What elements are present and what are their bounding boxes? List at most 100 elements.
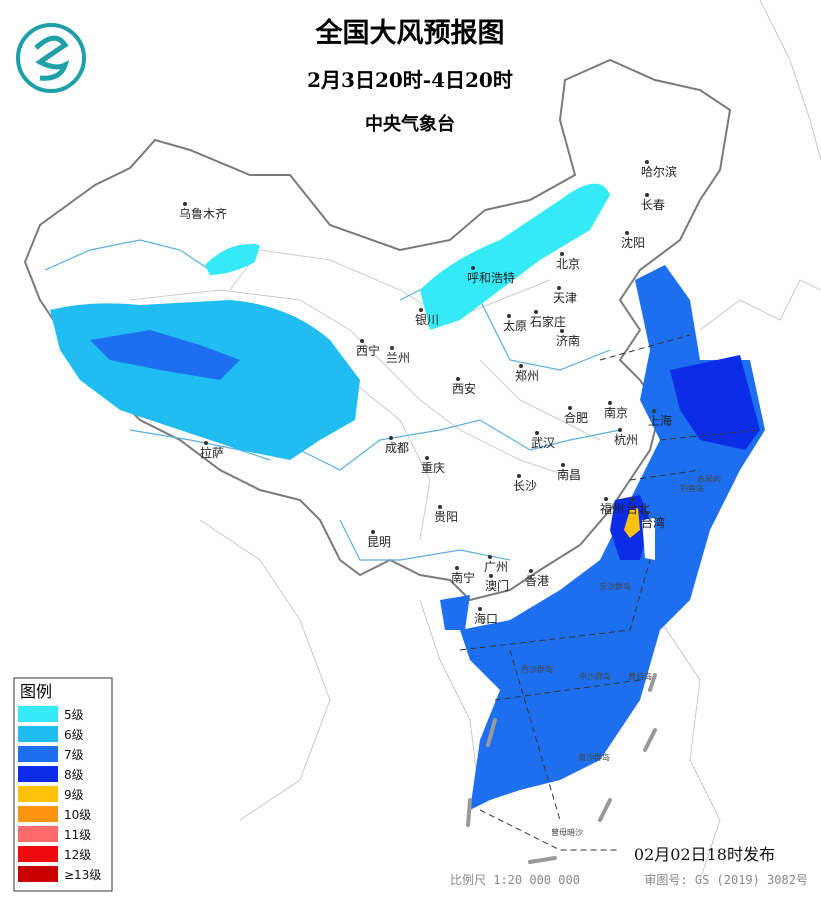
city-label: 贵阳 (434, 510, 458, 524)
china-outline (23, 58, 732, 602)
issuer: 中央气象台 (365, 113, 455, 135)
city-label: 福州 (600, 501, 624, 516)
city-label: 杭州 (614, 432, 638, 447)
legend-label: 7级 (64, 748, 84, 762)
wind-5-area (420, 183, 610, 330)
period: 2月3日20时-4日20时 (307, 68, 513, 92)
city-dot (535, 431, 539, 435)
city-label: 合肥 (564, 410, 588, 425)
city-label: 太原 (503, 318, 527, 333)
wind-7-area (90, 330, 240, 380)
legend-swatch (18, 726, 58, 742)
city-dot (489, 574, 493, 578)
legend-swatch (18, 846, 58, 862)
city-dot (425, 456, 429, 460)
legend-label: 11级 (64, 828, 91, 842)
logo (16, 23, 86, 93)
city-label: 长春 (641, 198, 665, 212)
city-label: 广州 (484, 560, 508, 574)
legend-swatch (18, 826, 58, 842)
legend-label: ≥13级 (64, 868, 101, 882)
island-label: 西沙群岛 (521, 664, 553, 674)
city-dot (488, 555, 492, 559)
wind-areas (50, 183, 765, 810)
city-label: 西宁 (356, 343, 380, 358)
title: 全国大风预报图 (315, 17, 505, 49)
legend-label: 6级 (64, 728, 84, 742)
city-label: 南宁 (451, 570, 475, 585)
province-lines (129, 249, 601, 541)
city-dot (507, 314, 511, 318)
island-label: 南沙群岛 (578, 752, 610, 762)
legend-swatch (18, 786, 58, 802)
legend-swatch (18, 766, 58, 782)
legend-items: 5级 6级 7级 8级 9级 10级 11级 12级 ≥13级 (18, 706, 101, 882)
wind-8-area (670, 355, 760, 450)
city-dot (456, 377, 460, 381)
city-dot (419, 308, 423, 312)
city-dot (529, 569, 533, 573)
neighbor-outlines (199, 0, 821, 881)
city-dot (561, 463, 565, 467)
city-label: 北京 (556, 257, 580, 271)
city-label: 澳门 (485, 578, 509, 593)
island-label: 曾母暗沙 (551, 827, 583, 837)
city-label: 昆明 (367, 535, 391, 549)
city-dot (390, 346, 394, 350)
legend-swatch (18, 746, 58, 762)
legend-swatch (18, 866, 58, 882)
city-label: 西安 (452, 381, 476, 396)
city-dot (608, 401, 612, 405)
legend-label: 10级 (64, 808, 91, 822)
city-label: 重庆 (421, 461, 445, 475)
city-dot (645, 160, 649, 164)
city-dot (560, 329, 564, 333)
city-label: 台湾 (641, 515, 665, 530)
legend-label: 12级 (64, 848, 91, 862)
city-label: 乌鲁木齐 (179, 206, 227, 221)
city-dot (478, 607, 482, 611)
city-dot (389, 436, 393, 440)
legend-label: 5级 (64, 708, 84, 722)
city-label: 济南 (556, 333, 580, 348)
city-label: 拉萨 (200, 445, 224, 460)
scale: 比例尺 1:20 000 000 (450, 873, 580, 887)
island-label: 赤尾屿 (697, 475, 721, 484)
city-dot (645, 511, 649, 515)
approval: 审图号: GS (2019) 3082号 (644, 872, 808, 887)
legend-label: 8级 (64, 768, 84, 782)
city-label: 海口 (474, 611, 498, 626)
city-dot (625, 231, 629, 235)
city-dot (360, 339, 364, 343)
city-label: 银川 (415, 313, 439, 327)
city-label: 成都 (385, 441, 409, 455)
legend-label: 9级 (64, 788, 84, 802)
city-dot (471, 266, 475, 270)
city-dot (183, 202, 187, 206)
legend-title: 图例 (20, 682, 52, 701)
city-dot (645, 193, 649, 197)
wind-7-area (440, 595, 470, 630)
city-label: 台北 (626, 501, 650, 516)
city-dot (604, 497, 608, 501)
island-label: 黄岩岛 (628, 671, 652, 681)
island-label: 钓鱼岛 (680, 483, 704, 493)
city-dot (618, 428, 622, 432)
city-label: 兰州 (386, 351, 410, 365)
legend-swatch (18, 806, 58, 822)
wind-5-area (205, 244, 260, 275)
city-label: 天津 (553, 291, 577, 305)
city-label: 长沙 (513, 479, 537, 493)
city-dot (652, 409, 656, 413)
city-dot (371, 530, 375, 534)
city-dot (438, 505, 442, 509)
city-dot (534, 310, 538, 314)
city-label: 哈尔滨 (641, 164, 677, 179)
city-label: 武汉 (531, 436, 555, 450)
city-dot (560, 252, 564, 256)
city-dot (204, 441, 208, 445)
city-label: 南京 (604, 405, 628, 420)
taiwan-island (642, 518, 655, 560)
legend-swatch (18, 706, 58, 722)
